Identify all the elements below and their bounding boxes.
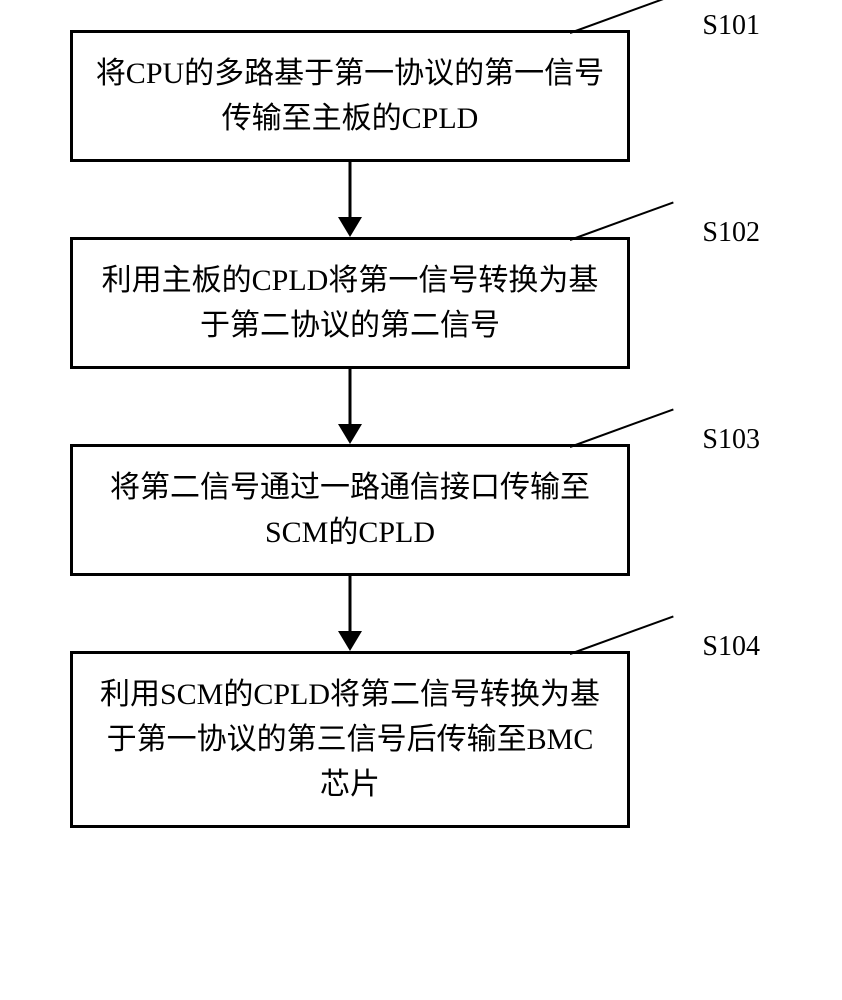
arrow-1-head (338, 217, 362, 237)
step-4-box: 利用SCM的CPLD将第二信号转换为基于第一协议的第三信号后传输至BMC芯片 (70, 651, 630, 828)
arrow-3-head (338, 631, 362, 651)
step-1-label: S101 (702, 10, 760, 42)
step-1-connector (570, 0, 674, 34)
step-2-label: S102 (702, 217, 760, 249)
step-4-text: 利用SCM的CPLD将第二信号转换为基于第一协议的第三信号后传输至BMC芯片 (93, 672, 607, 807)
step-3-label: S103 (702, 424, 760, 456)
step-1-box: 将CPU的多路基于第一协议的第一信号传输至主板的CPLD (70, 30, 630, 162)
arrow-2-line (349, 369, 352, 429)
flowchart-container: S101 将CPU的多路基于第一协议的第一信号传输至主板的CPLD S102 利… (60, 30, 780, 828)
step-2-box: 利用主板的CPLD将第一信号转换为基于第二协议的第二信号 (70, 237, 630, 369)
step-3-box: 将第二信号通过一路通信接口传输至SCM的CPLD (70, 444, 630, 576)
step-1-text: 将CPU的多路基于第一协议的第一信号传输至主板的CPLD (93, 51, 607, 141)
step-2-container: S102 利用主板的CPLD将第一信号转换为基于第二协议的第二信号 (60, 237, 780, 369)
step-3-text: 将第二信号通过一路通信接口传输至SCM的CPLD (93, 465, 607, 555)
arrow-3-line (349, 576, 352, 636)
step-4-label: S104 (702, 631, 760, 663)
arrow-1-line (349, 162, 352, 222)
step-4-container: S104 利用SCM的CPLD将第二信号转换为基于第一协议的第三信号后传输至BM… (60, 651, 780, 828)
arrow-1 (70, 162, 630, 237)
step-3-container: S103 将第二信号通过一路通信接口传输至SCM的CPLD (60, 444, 780, 576)
arrow-3 (70, 576, 630, 651)
arrow-2 (70, 369, 630, 444)
arrow-2-head (338, 424, 362, 444)
step-1-container: S101 将CPU的多路基于第一协议的第一信号传输至主板的CPLD (60, 30, 780, 162)
step-2-text: 利用主板的CPLD将第一信号转换为基于第二协议的第二信号 (93, 258, 607, 348)
